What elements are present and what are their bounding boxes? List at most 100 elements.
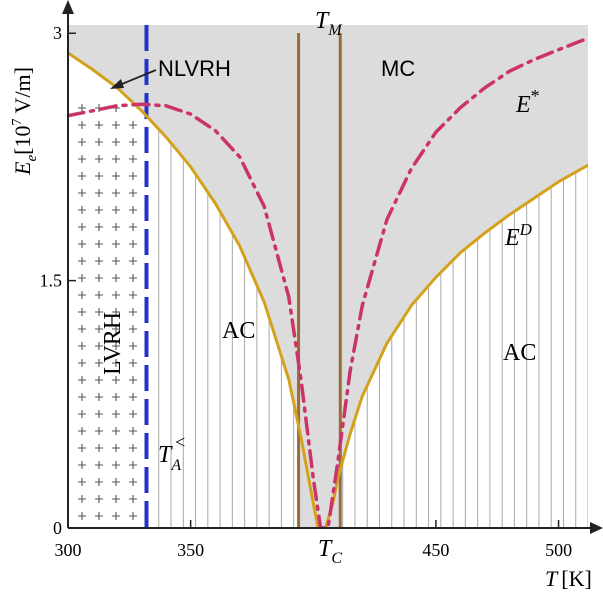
- series-label-ed: ED: [504, 220, 533, 251]
- cross-mark: [78, 206, 86, 214]
- cross-mark: [78, 427, 86, 435]
- cross-mark: [112, 206, 120, 214]
- lvrh-cross-pattern: [78, 104, 137, 520]
- cross-mark: [78, 359, 86, 367]
- cross-mark: [95, 189, 103, 197]
- cross-mark: [129, 393, 137, 401]
- x-tick-label: 350: [177, 540, 204, 560]
- cross-mark: [112, 223, 120, 231]
- cross-mark: [78, 410, 86, 418]
- cross-mark: [112, 325, 120, 333]
- cross-mark: [78, 461, 86, 469]
- nlvrh-pointer-arrow: [121, 69, 157, 85]
- cross-mark: [129, 138, 137, 146]
- cross-mark: [129, 461, 137, 469]
- cross-mark: [78, 121, 86, 129]
- cross-mark: [112, 376, 120, 384]
- cross-mark: [129, 206, 137, 214]
- cross-mark: [112, 138, 120, 146]
- cross-mark: [95, 478, 103, 486]
- cross-mark: [95, 512, 103, 520]
- cross-mark: [129, 359, 137, 367]
- cross-mark: [129, 155, 137, 163]
- cross-mark: [95, 427, 103, 435]
- cross-mark: [112, 359, 120, 367]
- cross-mark: [112, 342, 120, 350]
- cross-mark: [112, 410, 120, 418]
- region-label-ac-right: AC: [503, 340, 536, 366]
- cross-mark: [78, 308, 86, 316]
- cross-mark: [95, 223, 103, 231]
- x-tick-label: 450: [422, 540, 449, 560]
- cross-mark: [129, 427, 137, 435]
- cross-mark: [78, 274, 86, 282]
- cross-mark: [112, 155, 120, 163]
- cross-mark: [112, 308, 120, 316]
- cross-mark: [112, 274, 120, 282]
- cross-mark: [95, 393, 103, 401]
- cross-mark: [78, 478, 86, 486]
- cross-mark: [95, 342, 103, 350]
- cross-mark: [95, 359, 103, 367]
- cross-mark: [112, 461, 120, 469]
- cross-mark: [95, 291, 103, 299]
- cross-mark: [78, 172, 86, 180]
- cross-mark: [112, 121, 120, 129]
- cross-mark: [112, 291, 120, 299]
- cross-mark: [95, 257, 103, 265]
- cross-mark: [95, 172, 103, 180]
- cross-mark: [78, 495, 86, 503]
- cross-mark: [95, 155, 103, 163]
- cross-mark: [129, 189, 137, 197]
- nlvrh-arrow-head: [110, 79, 124, 89]
- y-ticks: 01.53: [40, 23, 76, 538]
- cross-mark: [78, 257, 86, 265]
- tm-label: TM: [315, 8, 343, 39]
- cross-mark: [112, 257, 120, 265]
- cross-mark: [78, 155, 86, 163]
- cross-mark: [95, 376, 103, 384]
- ac-hatching: [158, 129, 588, 528]
- cross-mark: [95, 325, 103, 333]
- cross-mark: [78, 444, 86, 452]
- ta-label: TA<: [158, 432, 185, 474]
- cross-mark: [129, 240, 137, 248]
- cross-mark: [112, 189, 120, 197]
- y-tick-label: 0: [53, 518, 62, 538]
- y-tick-label: 3: [53, 23, 62, 43]
- x-tick-label: 300: [55, 540, 82, 560]
- series-line-estar: [68, 36, 588, 528]
- cross-mark: [78, 291, 86, 299]
- region-label-mc: MC: [381, 56, 415, 81]
- cross-mark: [112, 240, 120, 248]
- tc-label: TC: [318, 536, 342, 567]
- series-layer: [68, 36, 588, 528]
- cross-mark: [129, 257, 137, 265]
- region-shade-tm-band: [298, 25, 341, 528]
- cross-mark: [129, 308, 137, 316]
- cross-mark: [129, 291, 137, 299]
- cross-mark: [78, 189, 86, 197]
- cross-mark: [95, 495, 103, 503]
- cross-mark: [129, 121, 137, 129]
- cross-mark: [95, 461, 103, 469]
- cross-mark: [112, 444, 120, 452]
- x-tick-label: 500: [545, 540, 572, 560]
- cross-mark: [78, 512, 86, 520]
- cross-mark: [78, 104, 86, 112]
- region-label-lvrh: LVRH: [100, 312, 126, 375]
- cross-mark: [129, 444, 137, 452]
- cross-mark: [112, 393, 120, 401]
- cross-mark: [129, 512, 137, 520]
- cross-mark: [129, 172, 137, 180]
- series-label-estar: E*: [515, 86, 540, 118]
- cross-mark: [129, 274, 137, 282]
- region-label-ac-left: AC: [222, 318, 255, 344]
- x-ticks: 300 350 450 500: [55, 520, 572, 560]
- x-axis-label: T [K]: [545, 566, 592, 591]
- cross-mark: [129, 410, 137, 418]
- cross-mark: [129, 223, 137, 231]
- cross-mark: [129, 342, 137, 350]
- cross-mark: [78, 342, 86, 350]
- cross-mark: [78, 393, 86, 401]
